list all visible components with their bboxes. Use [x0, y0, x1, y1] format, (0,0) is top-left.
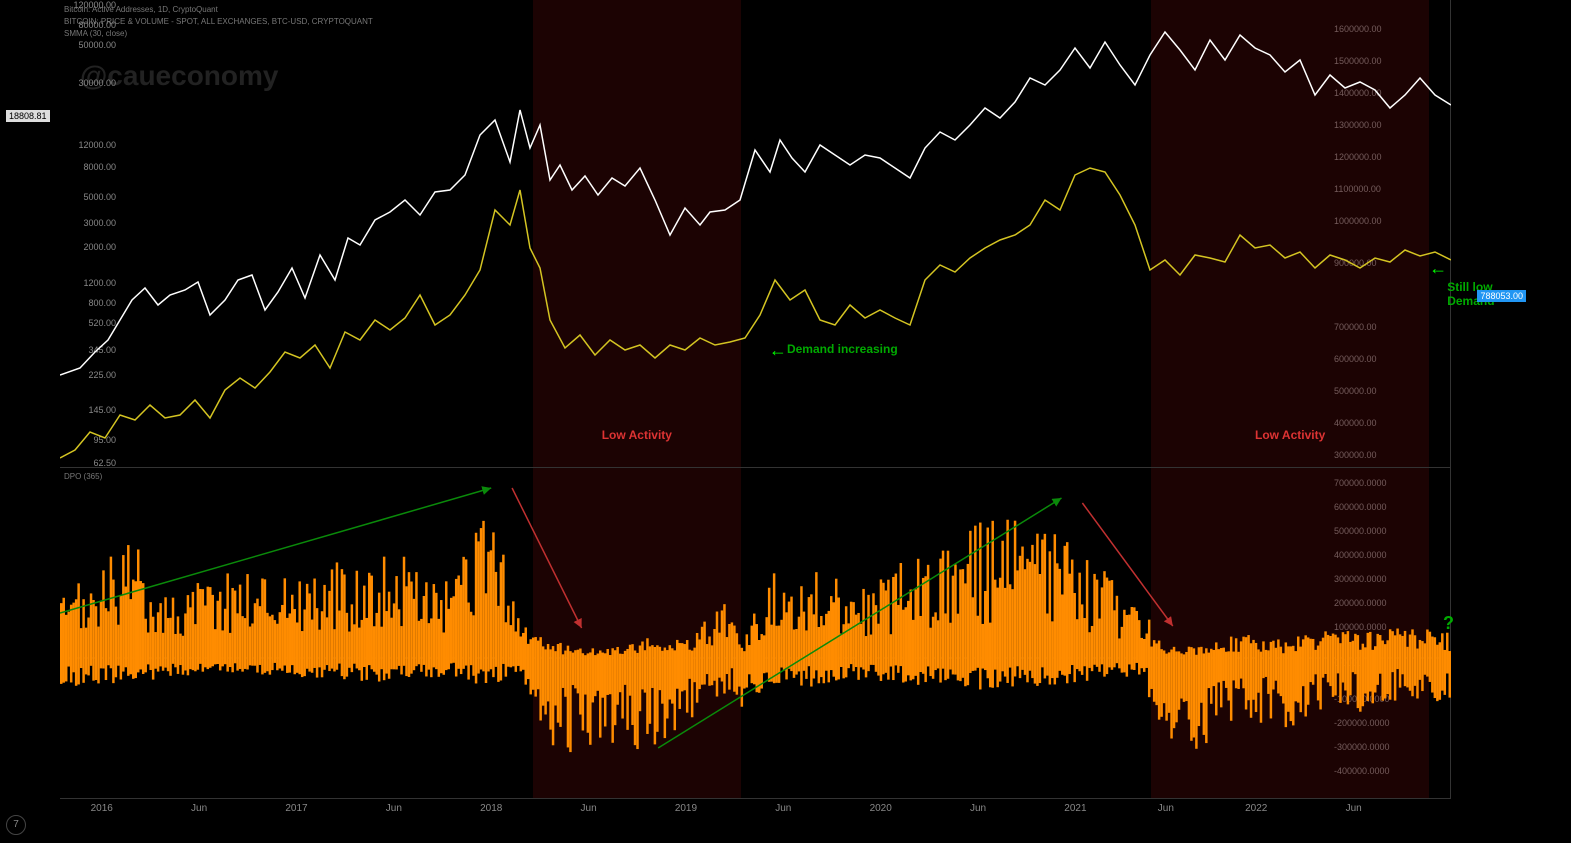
- annotation-arrow-icon: ←: [1429, 258, 1447, 279]
- time-axis: 2016 Jun 2017 Jun 2018 Jun 2019 Jun 2020 Jun 2021 J…: [60, 798, 1451, 843]
- x-tick: Jun: [1346, 803, 1362, 814]
- x-tick: 2017: [285, 803, 307, 814]
- chart-container: Bitcoin: Active Addresses, 1D, CryptoQua…: [0, 0, 1571, 843]
- x-tick: 2021: [1064, 803, 1086, 814]
- top-pane: Bitcoin: Active Addresses, 1D, CryptoQua…: [60, 0, 1451, 468]
- x-tick: Jun: [775, 803, 791, 814]
- addresses-line: [60, 168, 1451, 458]
- x-tick: 2022: [1245, 803, 1267, 814]
- x-tick: Jun: [191, 803, 207, 814]
- bottom-pane: DPO (365) 700000.0000600000.0000500000.0…: [60, 468, 1451, 798]
- x-tick: 2018: [480, 803, 502, 814]
- x-tick: Jun: [970, 803, 986, 814]
- annotation-text: Demand increasing: [787, 342, 898, 356]
- addresses-current-badge: 788053.00: [1477, 290, 1526, 302]
- x-tick: 2020: [870, 803, 892, 814]
- zoom-button[interactable]: 7: [6, 815, 26, 835]
- question-mark: ?: [1443, 613, 1454, 634]
- annotation-arrow-icon: ←: [769, 340, 787, 361]
- bottom-chart-svg: [60, 468, 1451, 798]
- x-tick: Jun: [581, 803, 597, 814]
- dpo-bars: [60, 520, 1451, 752]
- trend-arrow: [512, 488, 582, 628]
- x-tick: Jun: [1158, 803, 1174, 814]
- x-tick: 2019: [675, 803, 697, 814]
- top-chart-svg: [60, 0, 1451, 468]
- x-tick: Jun: [386, 803, 402, 814]
- price-line: [60, 32, 1451, 375]
- x-tick: 2016: [91, 803, 113, 814]
- price-current-badge: 18808.81: [6, 110, 50, 122]
